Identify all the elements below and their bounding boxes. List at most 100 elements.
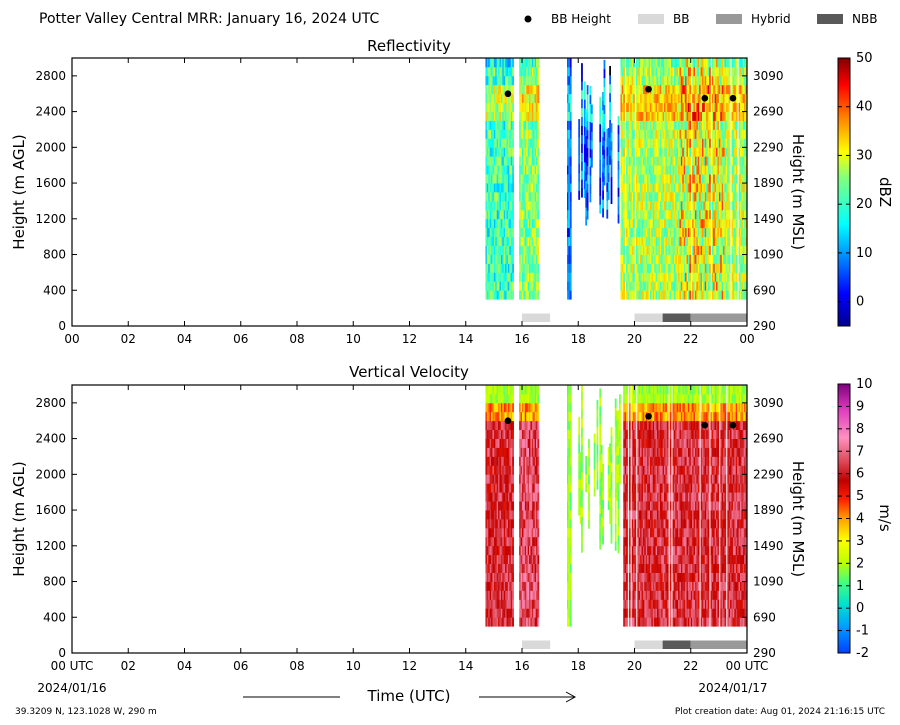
heatmap-cell	[647, 218, 649, 229]
heatmap-cell	[634, 545, 637, 556]
heatmap-cell	[700, 192, 703, 202]
heatmap-cell	[628, 527, 631, 538]
heatmap-cell	[627, 102, 630, 112]
heatmap-cell	[523, 420, 526, 431]
heatmap-cell	[527, 501, 530, 511]
heatmap-cell	[527, 93, 530, 104]
heatmap-cell	[713, 174, 716, 184]
heatmap-cell	[506, 411, 509, 422]
heatmap-cell	[635, 147, 638, 157]
heatmap-cell	[633, 590, 635, 600]
heatmap-cell	[649, 165, 652, 175]
heatmap-cell	[495, 411, 498, 422]
heatmap-cell	[536, 183, 538, 193]
heatmap-cell	[590, 113, 593, 123]
heatmap-cell	[502, 527, 505, 538]
heatmap-cell	[644, 209, 647, 220]
heatmap-cell	[569, 245, 572, 255]
heatmap-cell	[668, 272, 671, 282]
heatmap-cell	[651, 129, 654, 139]
heatmap-cell	[723, 281, 725, 291]
heatmap-cell	[530, 456, 533, 466]
heatmap-cell	[537, 474, 540, 484]
heatmap-cell	[738, 227, 741, 238]
heatmap-cell	[499, 554, 502, 565]
heatmap-cell	[623, 474, 626, 484]
heatmap-cell	[568, 183, 571, 193]
heatmap-cell	[493, 156, 496, 166]
heatmap-cell	[529, 393, 531, 404]
heatmap-cell	[488, 456, 491, 466]
heatmap-cell	[488, 138, 491, 148]
heatmap-cell	[493, 209, 496, 220]
heatmap-cell	[569, 393, 572, 404]
heatmap-cell	[488, 572, 491, 582]
heatmap-cell	[596, 417, 599, 428]
heatmap-cell	[509, 138, 512, 148]
heatmap-cell	[709, 200, 711, 211]
heatmap-cell	[692, 111, 694, 121]
heatmap-cell	[728, 183, 731, 193]
heatmap-cell	[709, 227, 711, 238]
heatmap-cell	[520, 510, 523, 520]
heatmap-cell	[642, 147, 645, 157]
heatmap-cell	[638, 572, 641, 582]
heatmap-cell	[569, 536, 572, 547]
heatmap-cell	[678, 281, 680, 291]
heatmap-cell	[533, 183, 536, 193]
heatmap-cell	[645, 192, 648, 202]
heatmap-cell	[631, 245, 634, 255]
heatmap-cell	[507, 290, 510, 300]
heatmap-cell	[631, 272, 634, 282]
heatmap-cell	[692, 227, 694, 238]
heatmap-cell	[569, 527, 572, 538]
heatmap-cell	[606, 146, 609, 157]
heatmap-cell	[709, 192, 711, 202]
heatmap-cell	[503, 402, 506, 413]
heatmap-cell	[509, 519, 512, 529]
heatmap-cell	[731, 174, 734, 184]
heatmap-cell	[523, 572, 526, 582]
heatmap-cell	[485, 519, 488, 529]
heatmap-cell	[523, 581, 526, 591]
heatmap-cell	[509, 456, 512, 466]
heatmap-cell	[491, 617, 493, 627]
heatmap-cell	[666, 192, 669, 202]
heatmap-cell	[524, 102, 527, 112]
heatmap-cell	[703, 111, 706, 121]
heatmap-cell	[485, 58, 488, 68]
heatmap-cell	[502, 183, 505, 193]
heatmap-cell	[738, 138, 741, 148]
heatmap-cell	[649, 236, 652, 246]
heatmap-cell	[720, 192, 723, 202]
heatmap-cell	[526, 474, 529, 484]
heatmap-cell	[633, 236, 635, 246]
heatmap-cell	[498, 174, 500, 184]
heatmap-cell	[623, 501, 626, 511]
heatmap-cell	[509, 527, 512, 538]
heatmap-cell	[655, 245, 658, 255]
heatmap-cell	[585, 144, 588, 155]
heatmap-cell	[510, 393, 513, 404]
heatmap-cell	[633, 147, 635, 157]
heatmap-cell	[588, 501, 590, 511]
heatmap-cell	[492, 581, 495, 591]
heatmap-cell	[581, 418, 583, 428]
heatmap-cell	[596, 453, 599, 463]
heatmap-cell	[738, 290, 741, 300]
heatmap-cell	[651, 120, 654, 130]
heatmap-cell	[503, 254, 506, 264]
heatmap-cell	[520, 263, 523, 273]
heatmap-cell	[502, 492, 505, 502]
heatmap-cell	[679, 111, 682, 121]
heatmap-cell	[602, 535, 604, 545]
heatmap-cell	[567, 429, 569, 439]
heatmap-cell	[630, 200, 633, 211]
heatmap-cell	[662, 245, 665, 255]
heatmap-cell	[509, 608, 512, 618]
heatmap-cell	[503, 200, 506, 211]
heatmap-cell	[644, 174, 647, 184]
heatmap-cell	[707, 120, 710, 130]
heatmap-cell	[492, 66, 495, 77]
heatmap-cell	[520, 456, 523, 466]
